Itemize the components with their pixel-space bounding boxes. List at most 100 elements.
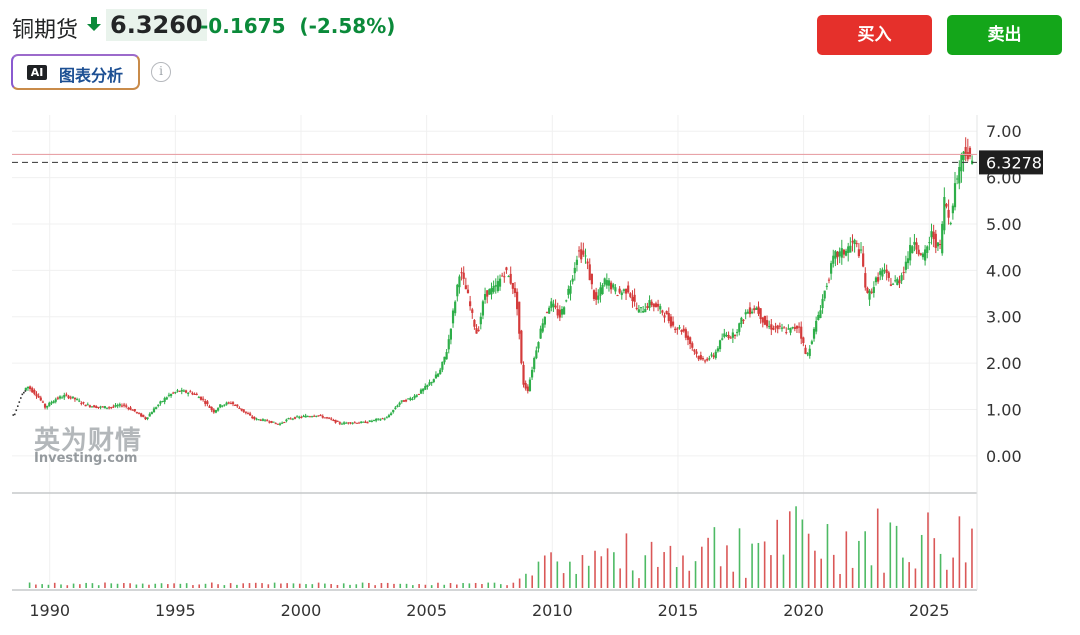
candle-body [783, 327, 786, 329]
candle-body [966, 152, 969, 160]
candle-body [941, 223, 944, 254]
candle-body [911, 246, 914, 254]
volume-bar [763, 541, 766, 588]
candle-body [924, 249, 927, 261]
volume-bar [631, 570, 634, 588]
volume-bar [192, 585, 194, 588]
candle-body [684, 329, 687, 338]
candle-body [785, 332, 788, 334]
volume-bar [336, 584, 339, 588]
candle-body [832, 255, 835, 264]
candle-body [900, 275, 903, 281]
candle-body [451, 310, 455, 324]
info-icon[interactable]: i [151, 62, 171, 82]
volume-bar [807, 533, 810, 588]
early-price-dot [13, 413, 16, 416]
candle-body [516, 291, 519, 310]
volume-bar [594, 550, 596, 588]
candle-body [50, 402, 53, 404]
volume-bar [650, 541, 653, 588]
candle-body [650, 301, 653, 306]
y-tick-label: 7.00 [986, 122, 1022, 141]
candle-body [590, 273, 593, 285]
candle-body [545, 312, 549, 314]
volume-bar [581, 555, 584, 588]
volume-bar [273, 582, 276, 588]
candle-body [379, 419, 382, 421]
candle-body [757, 306, 760, 314]
y-tick-label: 4.00 [986, 261, 1022, 280]
candle-body [73, 397, 77, 400]
candle-body [385, 417, 388, 419]
candle-body [24, 387, 27, 391]
sell-button[interactable]: 卖出 [947, 15, 1062, 55]
last-price-label-box [979, 150, 1043, 175]
candle-body [691, 343, 694, 348]
candle-body [605, 280, 608, 286]
candle-body [319, 414, 322, 416]
candle-body [768, 326, 771, 328]
candle-body [430, 381, 433, 384]
candle-body [176, 390, 179, 392]
candle-body [315, 415, 318, 417]
candle-body [644, 309, 647, 313]
volume-bar [883, 572, 885, 588]
volume-bar [474, 582, 477, 588]
candle-body [731, 332, 734, 338]
candle-body [409, 398, 412, 400]
candle-body [806, 353, 809, 355]
volume-bar [66, 585, 69, 588]
candle-body [727, 334, 730, 338]
candle-body [624, 288, 628, 294]
change-value: -0.1675 [200, 14, 286, 38]
candle-body [541, 323, 544, 332]
candle-body [627, 285, 630, 293]
candle-body [142, 414, 145, 418]
candle-body [669, 316, 673, 327]
y-tick-label: 0.00 [986, 447, 1022, 466]
candle-body [787, 328, 790, 330]
candle-body [353, 422, 356, 424]
candle-body [947, 209, 950, 218]
volume-bar [776, 519, 779, 588]
candle-body [881, 269, 884, 277]
candle-body [607, 280, 611, 286]
candle-body [917, 249, 920, 255]
volume-bar [85, 582, 87, 588]
candle-body [513, 288, 517, 293]
candle-body [601, 284, 604, 295]
candle-body [849, 245, 852, 253]
early-price-dot [15, 409, 18, 412]
candle-body [52, 401, 55, 404]
candle-body [584, 255, 587, 257]
candle-body [35, 393, 38, 397]
candle-body [90, 406, 94, 408]
candle-body [208, 406, 211, 408]
candle-body [753, 308, 756, 311]
volume-bar [430, 585, 433, 588]
candle-body [652, 303, 655, 307]
early-price-dot [18, 401, 21, 403]
candle-body [88, 405, 92, 407]
candle-body [178, 390, 181, 392]
candle-body [582, 250, 585, 255]
candle-body [189, 391, 192, 393]
x-tick-label: 1995 [155, 601, 196, 620]
volume-bar [939, 553, 942, 588]
candle-body [231, 402, 235, 405]
candle-body [449, 328, 452, 340]
volume-bar [261, 583, 263, 588]
candle-body [402, 400, 406, 402]
volume-bar [298, 583, 301, 588]
candle-body [718, 340, 722, 350]
ai-chart-analysis-button[interactable]: AI 图表分析 [11, 54, 140, 90]
volume-bar [481, 584, 483, 588]
candle-body [748, 307, 752, 315]
early-price-dot [21, 393, 24, 396]
candle-body [906, 258, 910, 264]
candle-body [336, 420, 339, 422]
candle-body [520, 330, 523, 364]
candle-body [199, 396, 203, 400]
buy-button[interactable]: 买入 [817, 15, 932, 55]
